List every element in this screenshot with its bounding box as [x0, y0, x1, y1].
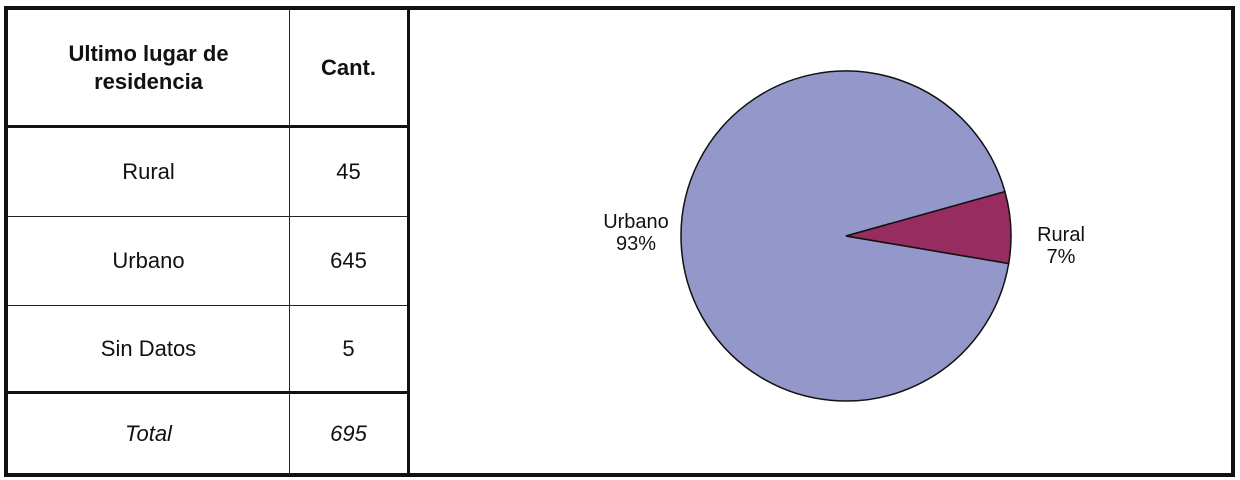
table-row: Urbano 645	[8, 217, 407, 306]
row-value: 5	[342, 335, 355, 361]
table-total-row: Total 695	[8, 394, 407, 473]
slice-label-percent-rural: 7%	[1047, 246, 1076, 268]
pie-slice-urbano	[680, 70, 1010, 402]
pie-slice-rural	[845, 190, 1012, 265]
total-label: Total	[8, 394, 290, 473]
total-value: 695	[330, 420, 367, 446]
slice-label-percent-urbano: 93%	[616, 233, 656, 255]
row-value: 645	[330, 248, 367, 273]
row-label: Sin Datos	[8, 306, 290, 391]
residence-table: Ultimo lugar de residencia Cant. Rural 4…	[8, 10, 410, 473]
table-header-row: Ultimo lugar de residencia Cant.	[8, 10, 407, 128]
row-label: Rural	[8, 128, 290, 216]
row-value: 45	[336, 159, 361, 184]
figure-frame: Ultimo lugar de residencia Cant. Rural 4…	[4, 6, 1235, 477]
header-count: Cant.	[321, 54, 376, 80]
pie-chart-area: Urbano 93% Rural 7%	[410, 10, 1231, 473]
table-row: Sin Datos 5	[8, 306, 407, 394]
header-residence: Ultimo lugar de residencia	[8, 10, 290, 125]
row-label: Urbano	[8, 217, 290, 305]
slice-label-name-rural: Rural	[1037, 224, 1085, 246]
slice-label-name-urbano: Urbano	[603, 211, 669, 233]
table-row: Rural 45	[8, 128, 407, 217]
